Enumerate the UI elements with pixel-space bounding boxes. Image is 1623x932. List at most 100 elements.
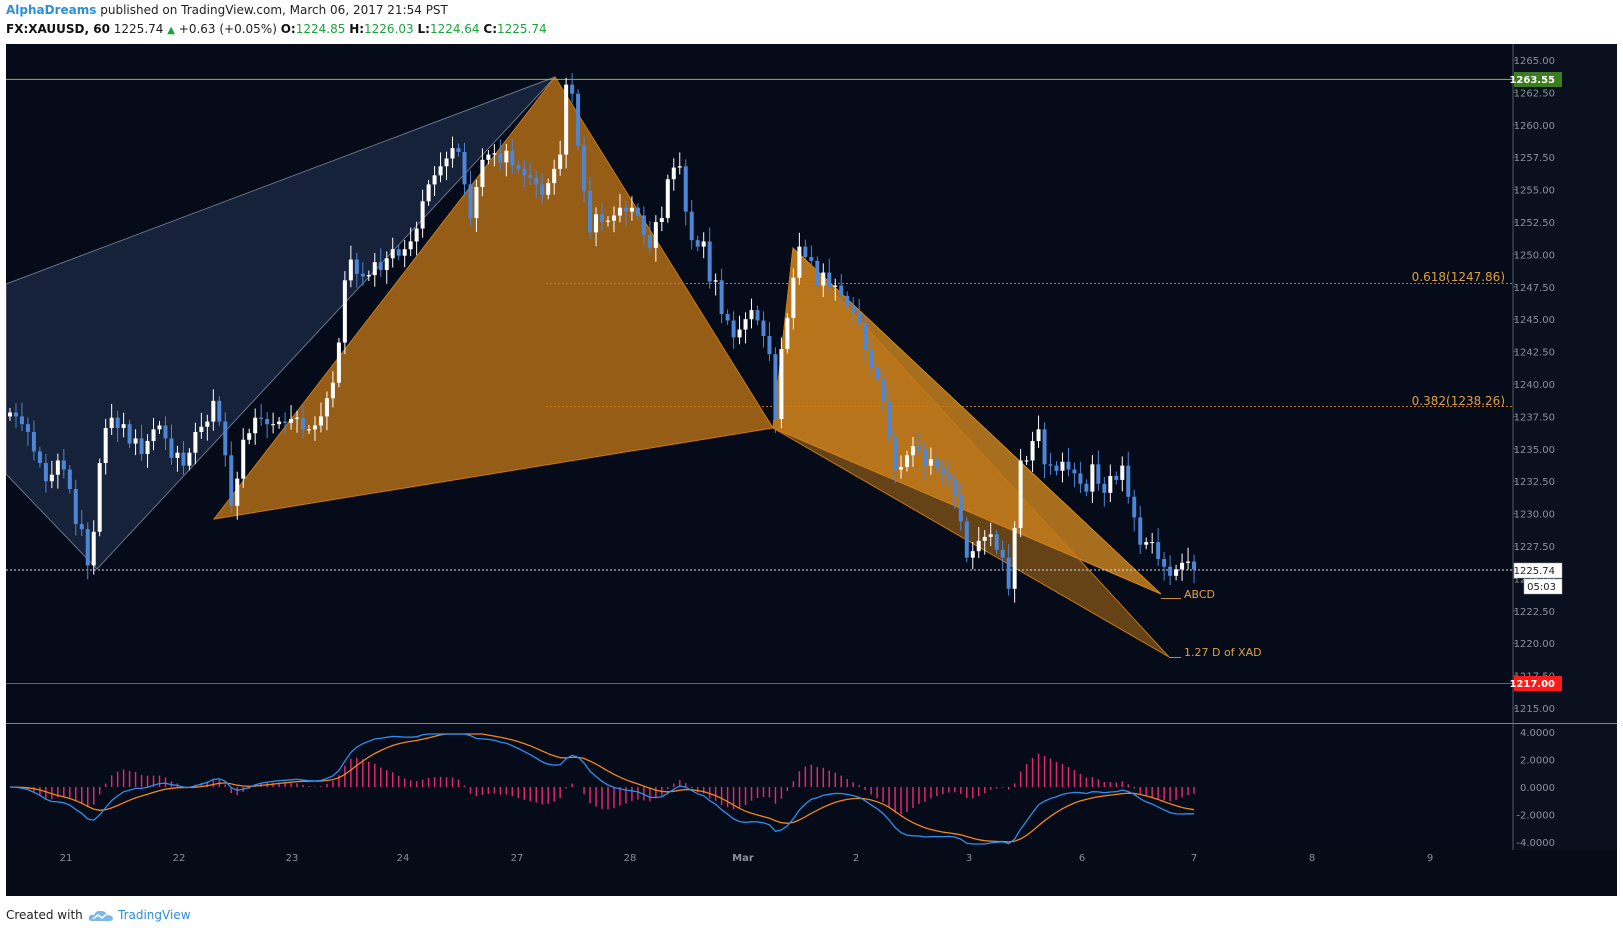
candle-body [588, 190, 593, 233]
candle-body [420, 201, 425, 229]
chart-area[interactable]: 0.618(1247.86) 0.382(1238.26) ABCD 1.27 … [5, 44, 1617, 896]
time-tick-label: 21 [60, 853, 73, 864]
candle-body [378, 262, 383, 270]
publish-text: published on TradingView.com, March 06, … [100, 3, 448, 17]
candle-body [336, 342, 341, 383]
tradingview-link[interactable]: TradingView [118, 908, 191, 922]
close-label: C: [483, 22, 497, 36]
candle-body [492, 153, 497, 155]
candle-body [1036, 429, 1041, 442]
candle-body [402, 249, 407, 256]
macd-tick-label: 0.0000 [1520, 783, 1555, 794]
candle-body [1138, 517, 1143, 545]
time-tick-label: 23 [286, 853, 299, 864]
candle-body [540, 184, 545, 195]
candle-body [761, 320, 766, 337]
candle-body [641, 215, 646, 235]
candle-body [354, 259, 359, 274]
candle-body [1144, 542, 1149, 545]
price-tick-label: 1250.00 [1514, 250, 1555, 261]
candle-body [1018, 460, 1023, 528]
candle-body [952, 479, 957, 496]
candle-body [175, 452, 180, 458]
candle-body [324, 398, 329, 417]
candle-body [486, 154, 491, 160]
time-tick-label: 3 [966, 853, 972, 864]
candle-body [707, 241, 712, 282]
macd-tick-labels: 4.0000 2.0000 0.0000 -2.0000 -4.0000 [1516, 728, 1555, 849]
candle-body [558, 154, 563, 169]
price-tick-label: 1255.00 [1514, 186, 1555, 197]
candle-body [940, 468, 945, 475]
time-scale[interactable] [6, 850, 1617, 896]
candle-body [534, 177, 539, 185]
candle-body [970, 551, 975, 558]
candle-body [1186, 561, 1191, 563]
candle-body [528, 175, 533, 178]
price-chart[interactable]: 0.618(1247.86) 0.382(1238.26) ABCD 1.27 … [5, 44, 1617, 896]
price-tick-label: 1260.00 [1514, 121, 1555, 132]
candle-body [803, 246, 808, 257]
countdown-text: 05:03 [1527, 582, 1556, 593]
candle-body [659, 218, 664, 222]
candle-body [713, 280, 718, 282]
candle-body [181, 452, 186, 466]
macd-pane [9, 733, 1195, 845]
price-tick-label: 1232.50 [1514, 477, 1555, 488]
candle-body [719, 280, 724, 315]
candle-body [1150, 542, 1155, 544]
candle-body [1048, 464, 1053, 466]
price-tick-label: 1230.00 [1514, 510, 1555, 521]
candle-body [851, 306, 856, 313]
candle-body [629, 207, 634, 212]
candle-body [295, 417, 300, 419]
price-tick-label: 1245.00 [1514, 315, 1555, 326]
symbol-label: FX:XAUUSD, 60 [6, 22, 110, 36]
candle-body [910, 446, 915, 456]
candle-body [677, 166, 682, 168]
candle-body [1042, 429, 1047, 465]
candle-body [1180, 562, 1185, 570]
author-link[interactable]: AlphaDreams [6, 3, 97, 17]
candle-body [468, 184, 473, 219]
time-tick-label: 8 [1309, 853, 1315, 864]
candle-body [749, 310, 754, 320]
candle-body [905, 455, 909, 467]
candle-body [665, 179, 670, 219]
candle-body [564, 84, 569, 155]
candle-body [695, 240, 700, 247]
candle-body [25, 424, 30, 432]
candle-body [1162, 558, 1167, 567]
candle-body [611, 215, 616, 221]
candle-body [366, 275, 371, 277]
candle-body [330, 382, 335, 399]
time-tick-label: 24 [397, 853, 410, 864]
candle-body [976, 540, 981, 552]
candle-body [833, 285, 838, 287]
candle-body [372, 262, 377, 276]
fib-0618-label: 0.618(1247.86) [1412, 270, 1505, 284]
candle-body [1114, 476, 1119, 480]
candle-body [139, 438, 144, 454]
candle-body [115, 417, 120, 429]
price-tick-label: 1247.50 [1514, 283, 1555, 294]
candle-body [964, 521, 969, 558]
candle-body [1108, 476, 1113, 493]
macd-tick-label: 2.0000 [1520, 755, 1555, 766]
candle-body [916, 446, 921, 449]
tradingview-cloud-icon [88, 910, 113, 921]
candle-body [1174, 569, 1179, 576]
candle-body [1072, 469, 1077, 474]
candle-body [1192, 561, 1197, 570]
high-value: 1226.03 [364, 22, 414, 36]
candle-body [821, 272, 826, 286]
macd-signal-line [9, 733, 1195, 843]
candle-body [522, 168, 527, 176]
candle-body [755, 310, 760, 321]
open-label: O: [280, 22, 296, 36]
price-scale[interactable] [1513, 44, 1617, 896]
candle-body [271, 424, 276, 426]
candle-body [414, 228, 419, 242]
candle-body [193, 431, 198, 453]
candle-body [845, 295, 850, 307]
